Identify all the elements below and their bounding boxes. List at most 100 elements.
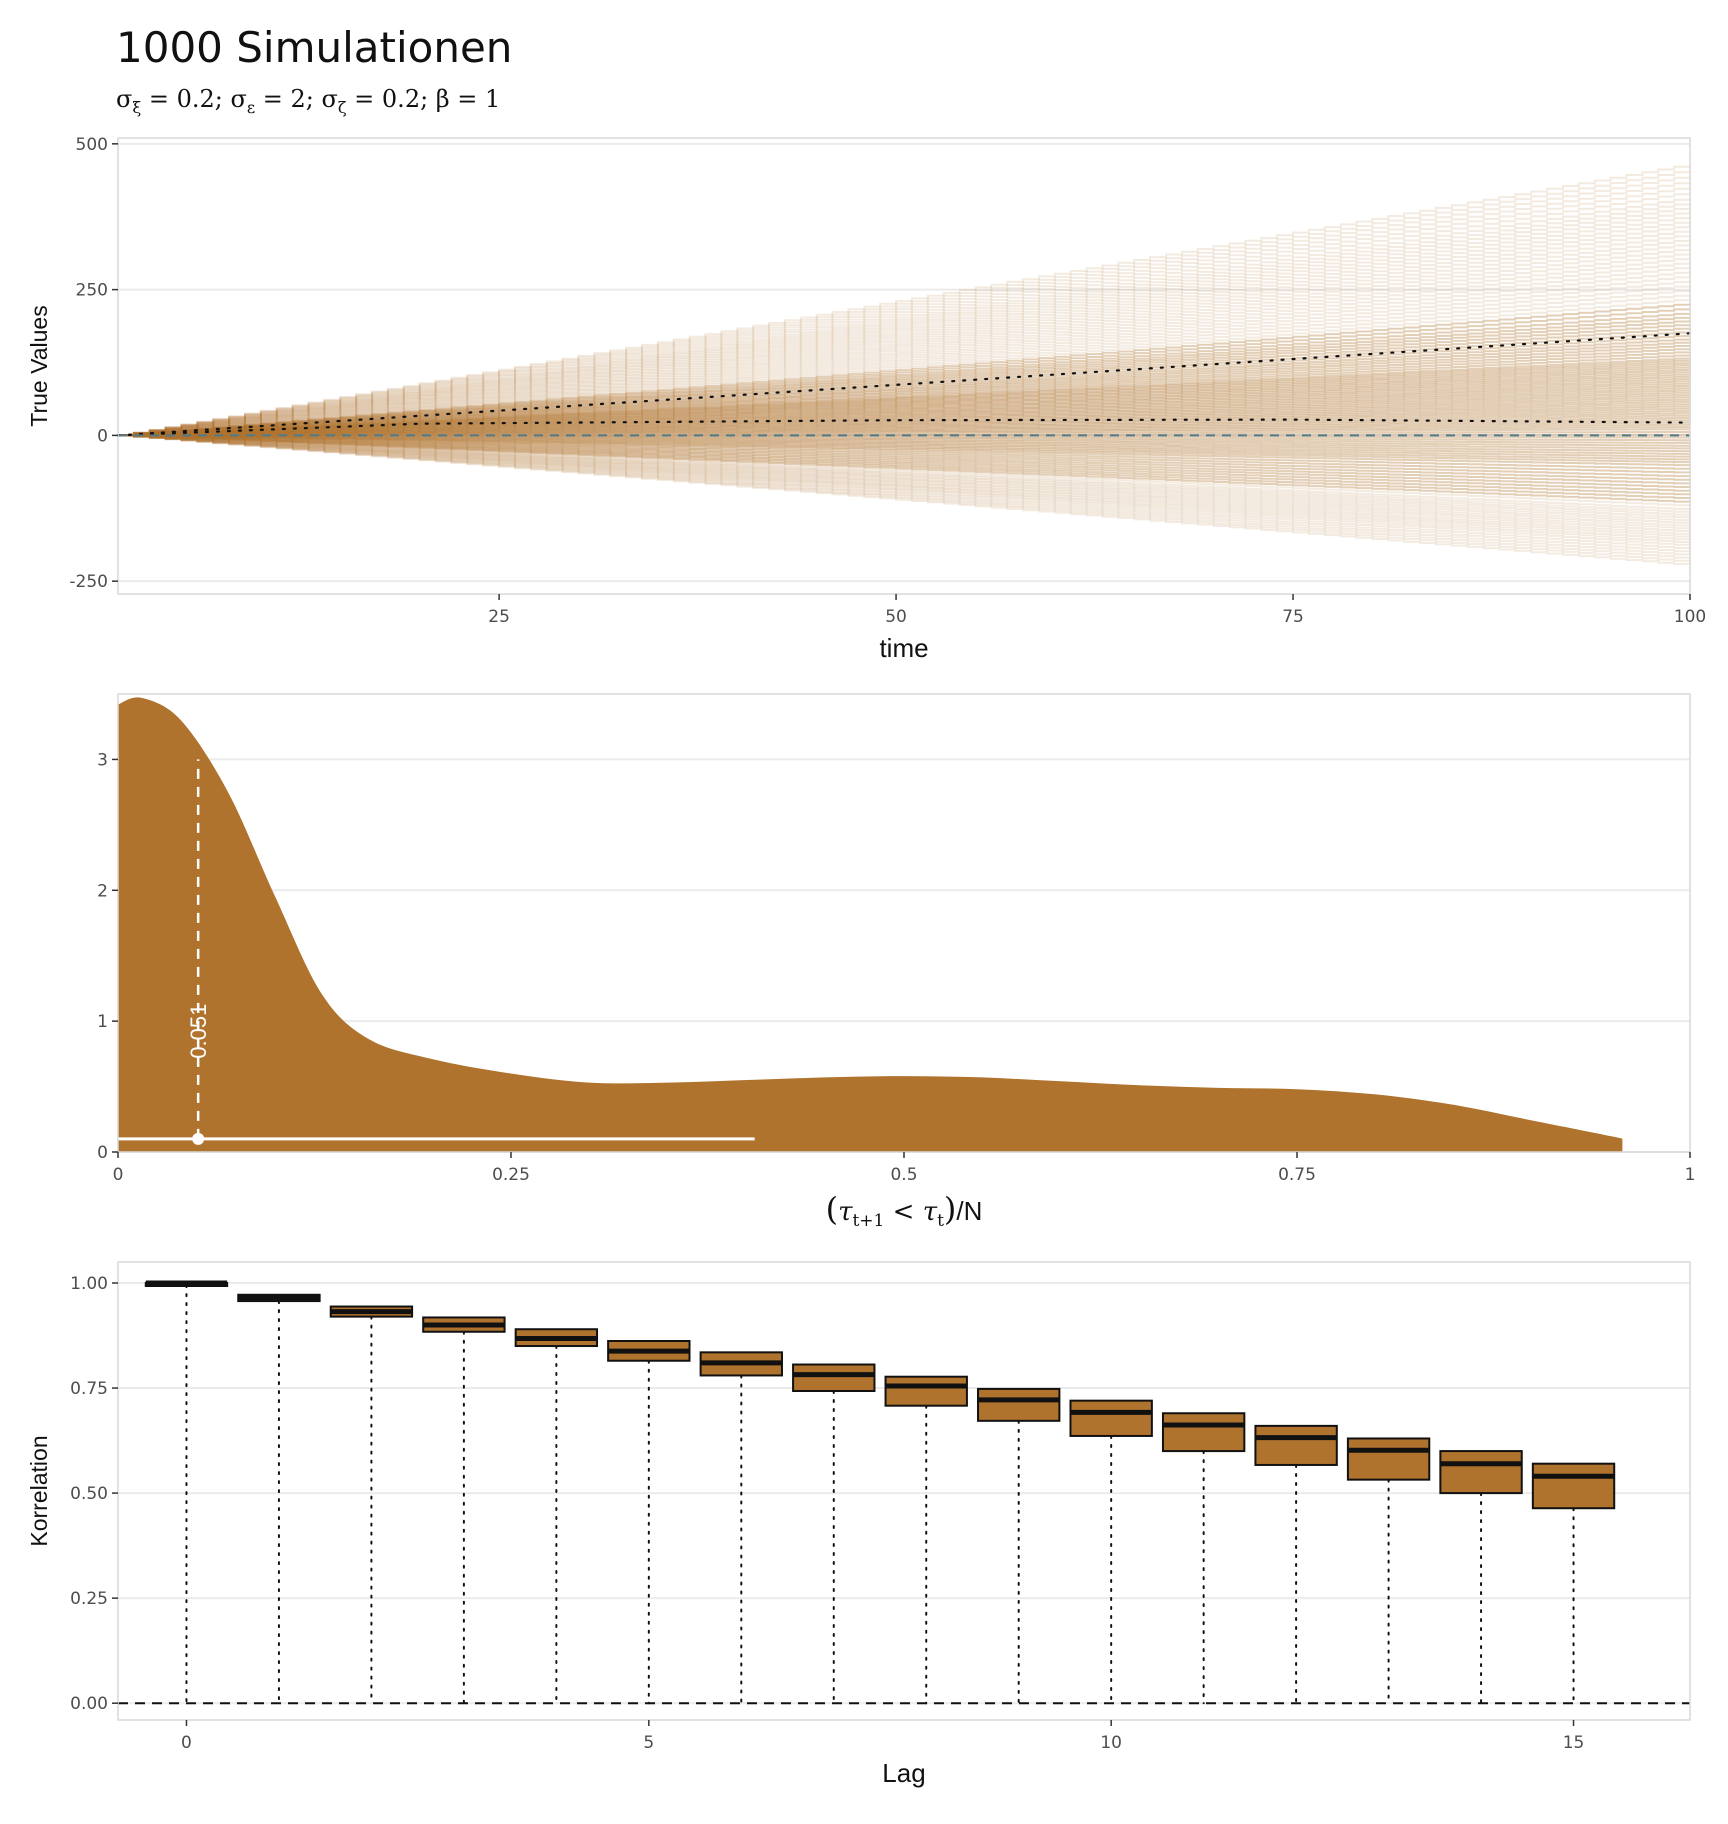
- p1-series-line: [118, 373, 1691, 437]
- p2-xlabel-lt: <: [884, 1197, 922, 1227]
- p1-series-line: [118, 434, 1691, 566]
- p1-series-line: [118, 434, 1691, 474]
- p1-series-line: [118, 378, 1691, 437]
- p1-series-line: [118, 434, 1691, 481]
- p1-series-line: [118, 335, 1691, 437]
- p1-series-line: [118, 434, 1691, 563]
- p1-series-line: [118, 391, 1691, 437]
- p3-y-tick-label: 0.25: [70, 1589, 108, 1609]
- p2-x-axis-label: (τt+1 < τt)/N: [826, 1190, 983, 1231]
- p2-xlabel-sub2: t: [937, 1211, 944, 1231]
- p1-panel-border: [117, 137, 1691, 595]
- p1-y-tick-label: 0: [97, 426, 108, 446]
- p1-series-line: [118, 434, 1691, 513]
- p1-y-tick-label: 500: [76, 135, 108, 155]
- p1-series-line: [118, 248, 1691, 437]
- p2-xlabel-tau1: τ: [838, 1197, 853, 1227]
- p1-series-line: [118, 434, 1691, 470]
- p3-x-tick-label: 5: [643, 1733, 654, 1753]
- p1-series-line: [118, 345, 1691, 437]
- p3-x-tick-label: 15: [1563, 1733, 1585, 1753]
- p1-series-line: [118, 357, 1691, 437]
- p1-series-line: [118, 434, 1691, 507]
- p1-series-line: [118, 202, 1691, 437]
- p2-x-ticks: 0 0.25 0.5 0.75 1: [113, 1152, 1695, 1185]
- subtitle-part: ζ: [338, 98, 347, 117]
- p1-series-line: [118, 186, 1691, 437]
- p1-x-tick-label: 25: [488, 607, 510, 627]
- p1-x-axis-label: time: [879, 633, 928, 663]
- subtitle-part: ε: [247, 98, 255, 117]
- p1-series-line: [118, 362, 1691, 437]
- p1-series-line: [118, 400, 1691, 437]
- p2-y-tick-label: 1: [97, 1012, 108, 1032]
- p2-xlabel-sub1: t+1: [852, 1211, 884, 1231]
- subtitle-part: σ: [116, 85, 132, 113]
- p1-series-line: [118, 324, 1691, 437]
- p1-series-line: [118, 434, 1691, 467]
- p1-x-tick-label: 50: [885, 607, 907, 627]
- p1-series-line: [118, 164, 1691, 437]
- p1-series-line: [118, 211, 1691, 437]
- p1-x-tick-label: 100: [1674, 607, 1706, 627]
- p1-series-line: [118, 266, 1691, 437]
- p1-series-line: [118, 320, 1691, 437]
- p1-x-tick-label: 75: [1282, 607, 1304, 627]
- p1-series-line: [118, 354, 1691, 437]
- p1-series-line: [118, 366, 1691, 437]
- p1-series-line: [118, 371, 1691, 437]
- p3-box: [1346, 1437, 1431, 1481]
- p1-series-line: [118, 434, 1691, 543]
- p1-series-line: [118, 169, 1691, 437]
- p1-series-line: [118, 434, 1691, 532]
- p1-series-line: [118, 434, 1691, 541]
- p2-y-tick-label: 3: [97, 750, 108, 770]
- p1-y-ticks: -250 0 250 500: [69, 135, 118, 592]
- p3-panel-border: [117, 1261, 1691, 1721]
- p3-box: [884, 1375, 968, 1407]
- p1-x-ticks: 25 50 75 100: [488, 594, 1706, 627]
- p1-series-line: [118, 412, 1691, 437]
- p1-series-line: [118, 303, 1691, 437]
- p1-series-line: [118, 434, 1691, 455]
- p3-box: [1439, 1450, 1523, 1495]
- p2-x-tick-label: 0.5: [890, 1165, 917, 1185]
- p1-series-line: [118, 341, 1691, 437]
- p3-box: [1254, 1424, 1338, 1466]
- p1-series-line: [118, 225, 1691, 437]
- p1-series-line: [118, 191, 1691, 437]
- p1-series-line: [118, 380, 1691, 437]
- p1-series-line: [118, 434, 1691, 464]
- p1-series-line: [118, 252, 1691, 437]
- p1-y-tick-label: -250: [69, 572, 108, 592]
- p1-series-line: [118, 312, 1691, 437]
- p1-series-line: [118, 410, 1691, 437]
- p2-x-tick-label: 0.25: [492, 1165, 530, 1185]
- p1-series-line: [118, 434, 1691, 453]
- p1-series-line: [118, 434, 1691, 516]
- p1-series-line: [118, 407, 1691, 437]
- p1-series-line: [118, 434, 1691, 492]
- p1-series-line: [118, 434, 1691, 556]
- p1-series-lines: [118, 164, 1691, 566]
- p1-series-line: [118, 385, 1691, 437]
- p3-y-tick-label: 0.00: [70, 1694, 108, 1714]
- p1-series-line: [118, 271, 1691, 437]
- p1-series-line: [118, 434, 1691, 447]
- subtitle-part: = 2; σ: [255, 85, 338, 113]
- p1-series-line: [118, 419, 1691, 437]
- p2-xlabel-paren-close: ): [944, 1190, 956, 1228]
- p1-series-line: [118, 434, 1691, 444]
- p3-y-tick-label: 0.50: [70, 1484, 108, 1504]
- panel-true-values: 25 50 75 100 -250 0 250 500 time True Values: [26, 135, 1706, 663]
- p3-y-tick-label: 0.75: [70, 1379, 108, 1399]
- p1-series-line: [118, 229, 1691, 437]
- p1-series-line: [118, 434, 1691, 538]
- subtitle-part: = 0.2; σ: [141, 85, 247, 113]
- chart-subtitle: σξ = 0.2; σε = 2; σζ = 0.2; β = 1: [116, 85, 500, 117]
- p1-series-line: [118, 369, 1691, 437]
- p1-series-line: [118, 434, 1691, 519]
- p1-series-line: [118, 348, 1691, 437]
- p1-series-line: [118, 434, 1691, 478]
